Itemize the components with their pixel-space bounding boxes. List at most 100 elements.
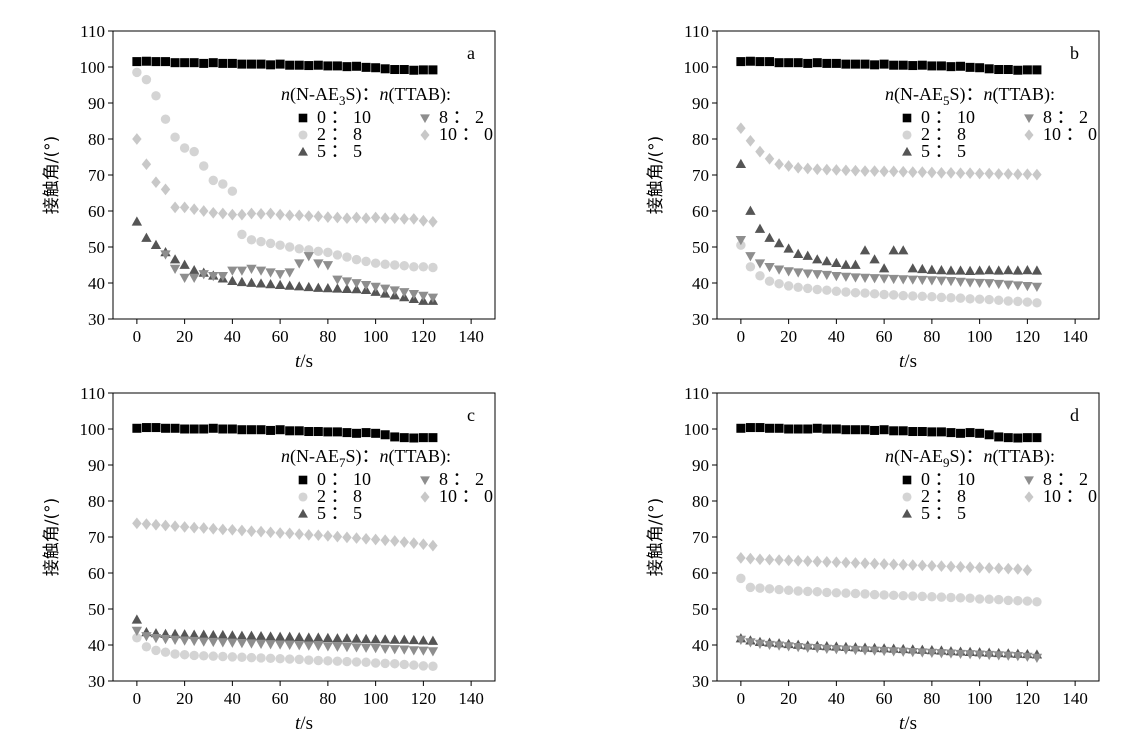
data-point bbox=[936, 292, 947, 303]
series-5-5 bbox=[735, 158, 1043, 275]
y-tick-label: 30 bbox=[692, 672, 709, 691]
data-point bbox=[1032, 298, 1042, 308]
x-tick-label: 0 bbox=[133, 689, 142, 708]
data-point bbox=[1003, 65, 1013, 75]
x-tick-label: 120 bbox=[411, 689, 437, 708]
data-point bbox=[189, 146, 199, 157]
x-tick-label: 40 bbox=[224, 689, 241, 708]
data-point bbox=[783, 281, 794, 291]
data-point bbox=[399, 433, 409, 443]
data-point bbox=[927, 61, 937, 71]
data-point bbox=[370, 258, 381, 268]
data-point bbox=[284, 242, 295, 252]
data-point bbox=[418, 661, 429, 671]
legend-marker bbox=[1024, 129, 1034, 141]
data-point bbox=[736, 552, 746, 564]
x-tick-label: 20 bbox=[780, 689, 797, 708]
data-point bbox=[783, 243, 794, 253]
data-point bbox=[284, 268, 295, 278]
data-point bbox=[1013, 595, 1023, 606]
data-point bbox=[898, 647, 909, 657]
data-point bbox=[812, 163, 822, 176]
x-tick-label: 80 bbox=[923, 689, 940, 708]
data-point bbox=[831, 164, 842, 176]
plot-frame bbox=[716, 392, 1100, 682]
data-point bbox=[380, 284, 391, 294]
data-point bbox=[1022, 65, 1032, 75]
data-point bbox=[822, 424, 832, 434]
data-point bbox=[984, 650, 995, 661]
data-point bbox=[150, 239, 162, 250]
data-point bbox=[878, 646, 890, 657]
data-point bbox=[284, 640, 295, 651]
data-point bbox=[313, 60, 323, 70]
data-point bbox=[246, 277, 257, 287]
data-point bbox=[736, 573, 746, 584]
data-point bbox=[189, 650, 199, 661]
y-axis-label: 接触角/(°) bbox=[646, 136, 666, 215]
data-point bbox=[898, 60, 908, 70]
data-point bbox=[399, 260, 409, 271]
data-point bbox=[275, 527, 285, 539]
data-point bbox=[161, 423, 171, 433]
data-point bbox=[994, 594, 1004, 605]
data-point bbox=[812, 58, 822, 68]
data-point bbox=[255, 639, 267, 649]
data-point bbox=[850, 164, 861, 177]
series-2-8 bbox=[132, 67, 438, 273]
data-point bbox=[208, 58, 218, 68]
data-point bbox=[371, 428, 381, 438]
data-point bbox=[246, 525, 257, 538]
data-point bbox=[784, 58, 794, 68]
data-point bbox=[793, 642, 804, 653]
data-point bbox=[955, 593, 966, 603]
data-point bbox=[199, 651, 209, 661]
series-10-0 bbox=[736, 552, 1033, 576]
data-point bbox=[132, 67, 142, 78]
data-point bbox=[399, 645, 410, 655]
data-point bbox=[764, 584, 775, 594]
data-point bbox=[754, 223, 766, 233]
data-point bbox=[879, 165, 889, 178]
data-point bbox=[860, 589, 870, 599]
data-point bbox=[409, 262, 419, 272]
legend-entry-label: 8 ： 2 bbox=[1043, 107, 1088, 127]
data-point bbox=[774, 278, 784, 289]
data-point bbox=[908, 591, 918, 601]
data-point bbox=[908, 291, 918, 301]
legend-entry-label: 0 ： 10 bbox=[317, 107, 371, 127]
data-point bbox=[831, 424, 841, 434]
data-point bbox=[821, 256, 832, 266]
data-point bbox=[179, 649, 190, 660]
legend-marker bbox=[298, 492, 308, 502]
series-10-0 bbox=[132, 517, 438, 552]
data-point bbox=[160, 114, 171, 124]
data-point bbox=[189, 521, 199, 534]
data-point bbox=[1022, 652, 1033, 662]
data-point bbox=[773, 238, 785, 248]
data-point bbox=[409, 213, 419, 225]
data-point bbox=[227, 58, 237, 68]
data-point bbox=[917, 60, 927, 70]
data-point bbox=[993, 279, 1004, 290]
data-point bbox=[926, 276, 938, 286]
data-point bbox=[141, 423, 151, 433]
data-point bbox=[351, 532, 362, 544]
y-tick-label: 30 bbox=[88, 310, 105, 329]
y-axis-label: 接触角/(°) bbox=[42, 498, 62, 577]
data-point bbox=[322, 642, 334, 652]
data-point bbox=[850, 287, 861, 298]
data-point bbox=[370, 634, 381, 644]
data-point bbox=[878, 263, 890, 273]
data-point bbox=[1013, 563, 1023, 575]
data-point bbox=[389, 286, 400, 296]
data-point bbox=[773, 265, 785, 275]
data-point bbox=[927, 559, 937, 572]
data-point bbox=[265, 207, 276, 220]
data-point bbox=[151, 57, 161, 67]
data-point bbox=[964, 278, 976, 288]
data-point bbox=[755, 583, 765, 593]
x-tick-label: 100 bbox=[967, 689, 993, 708]
legend-entry-label: 8 ： 2 bbox=[439, 107, 484, 127]
data-point bbox=[275, 59, 285, 69]
